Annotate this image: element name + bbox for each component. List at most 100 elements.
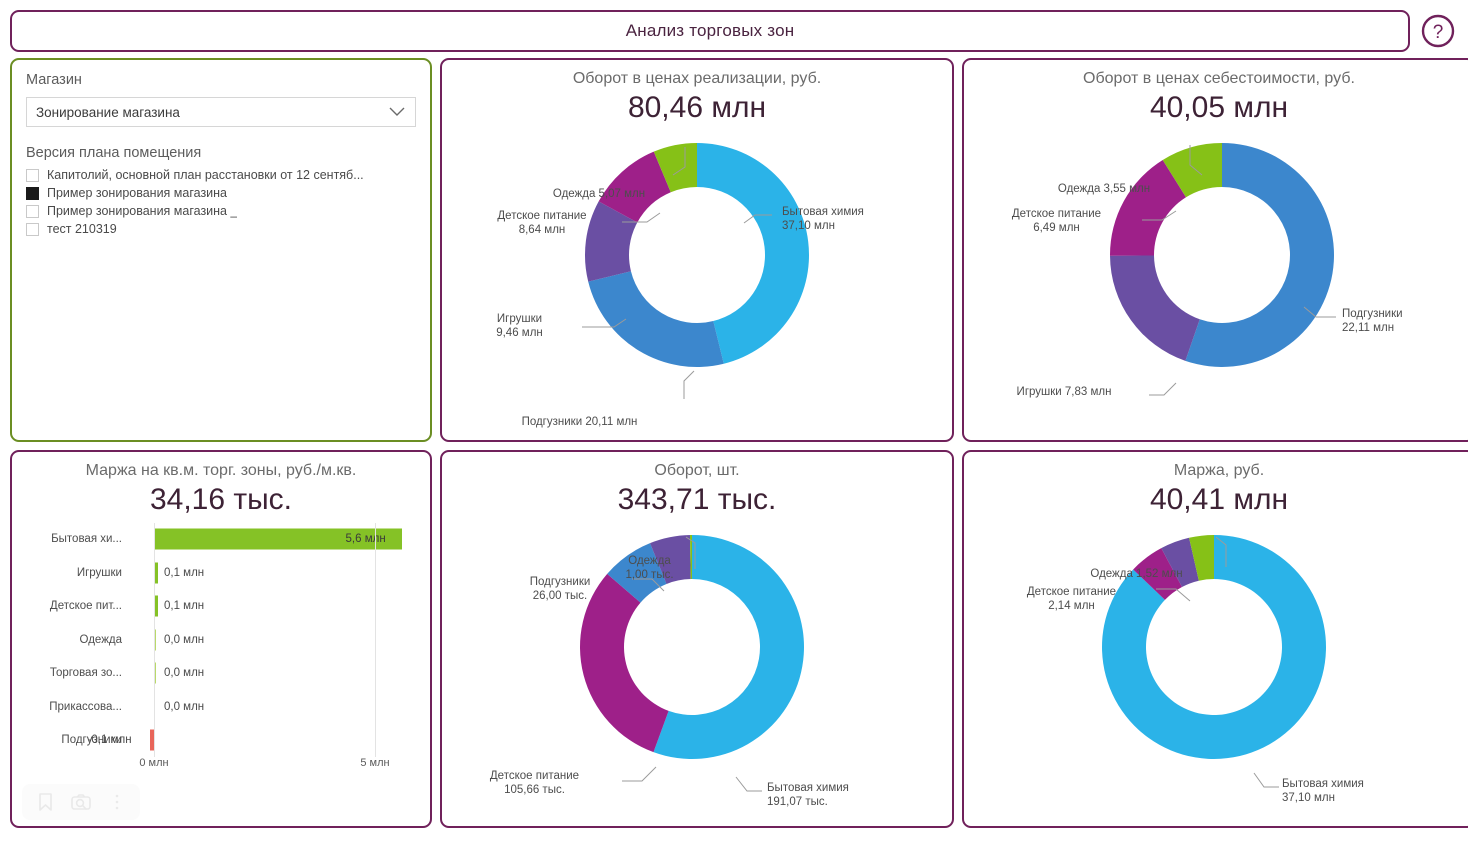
donut-slice-Детское питание[interactable] — [1133, 547, 1182, 600]
donut-slice-Игрушки[interactable] — [1110, 255, 1200, 361]
card-title-2: Маржа на кв.м. торг. зоны, руб./м.кв. — [85, 462, 357, 479]
bar-row[interactable]: Торговая зо... 0,0 млн — [20, 657, 416, 691]
checkbox-3[interactable] — [26, 222, 39, 236]
checkbox-2[interactable] — [26, 204, 39, 218]
bar-track: -0,1 млн — [88, 724, 416, 758]
bar-value-label: 0,0 млн — [164, 667, 205, 680]
card-value-2: 34,16 тыс. — [149, 483, 293, 517]
donut-slice-Игрушки[interactable] — [1161, 537, 1199, 587]
donut-slice-Детское питание[interactable] — [598, 151, 671, 223]
bar-fill[interactable] — [154, 595, 159, 617]
card-margin-per-sqm[interactable]: Маржа на кв.м. торг. зоны, руб./м.кв. 34… — [10, 450, 432, 828]
bar-value-label: -0,1 млн — [87, 734, 132, 747]
plan-version-item-2[interactable]: Пример зонирования магазина _ — [26, 204, 416, 218]
bar-track: 0,1 млн — [132, 590, 416, 624]
bar-track: 5,6 млн — [132, 523, 416, 557]
card-turnover-sales-price[interactable]: Оборот в ценах реализации, руб. 80,46 мл… — [440, 58, 954, 442]
focus-mode-icon[interactable] — [64, 788, 98, 816]
plan-version-item-0[interactable]: Капитолий, основной план расстановки от … — [26, 168, 416, 182]
bar-row[interactable]: Детское пит... 0,1 млн — [20, 590, 416, 624]
bar-track: 0,0 млн — [132, 690, 416, 724]
plan-version-label-2: Пример зонирования магазина _ — [47, 204, 238, 218]
bar-fill[interactable] — [154, 629, 157, 651]
bar-row[interactable]: Одежда 0,0 млн — [20, 623, 416, 657]
donut-label-0-1: Подгузники 20,11 млн — [521, 415, 638, 428]
checkbox-1[interactable] — [26, 186, 39, 200]
donut-slice-Одежда[interactable] — [1162, 142, 1222, 197]
checkbox-0[interactable] — [26, 168, 39, 182]
donut-chart-1[interactable]: Одежда 3,55 млн Детское питание 6,49 млн… — [964, 127, 1468, 440]
donut-slice-Подгузники[interactable] — [588, 270, 724, 367]
leader-line — [622, 766, 657, 782]
bookmark-icon[interactable] — [28, 788, 62, 816]
bar-row[interactable]: Игрушки 0,1 млн — [20, 556, 416, 590]
donut-slice-Одежда[interactable] — [653, 142, 697, 192]
donut-label-1-0: Подгузники 22,11 млн — [1342, 307, 1403, 335]
bar-row[interactable]: Подгузники -0,1 млн — [20, 724, 416, 758]
bar-row[interactable]: Бытовая хи... 5,6 млн — [20, 523, 416, 557]
store-filter-label: Магазин — [26, 72, 82, 88]
leader-line — [735, 776, 762, 792]
donut-slice-Одежда[interactable] — [1189, 534, 1214, 581]
bar-value-label: 0,1 млн — [164, 600, 205, 613]
donut-slice-Игрушки[interactable] — [650, 534, 691, 584]
donut-label-0-3: Детское питание 8,64 млн — [497, 209, 587, 237]
plan-version-item-3[interactable]: тест 210319 — [26, 222, 416, 236]
leader-line — [1149, 382, 1177, 396]
more-options-icon[interactable] — [100, 788, 134, 816]
donut-svg-4 — [1102, 534, 1326, 788]
donut-chart-0[interactable]: Одежда 5,07 млн Детское питание 8,64 млн… — [442, 127, 952, 440]
leader-line — [1156, 588, 1191, 602]
donut-chart-3[interactable]: Одежда 1,00 тыс. Подгузники 26,00 тыс. Д… — [442, 519, 952, 826]
donut-label-4-3: Одежда 1,52 млн — [1090, 567, 1183, 580]
plan-version-item-1[interactable]: Пример зонирования магазина — [26, 186, 416, 200]
store-dropdown[interactable]: Зонирование магазина — [26, 97, 416, 127]
donut-label-4-1: Детское питание 2,14 млн — [1026, 585, 1117, 613]
bar-fill[interactable] — [149, 729, 154, 751]
card-turnover-cost-price[interactable]: Оборот в ценах себестоимости, руб. 40,05… — [962, 58, 1468, 442]
donut-chart-4[interactable]: Одежда 1,52 млн Детское питание 2,14 млн… — [964, 519, 1468, 826]
donut-label-3-0: Бытовая химия 191,07 тыс. — [767, 781, 849, 809]
donut-label-1-2: Детское питание 6,49 млн — [1011, 207, 1102, 235]
bar-track: 0,0 млн — [132, 657, 416, 691]
donut-slice-Детское питание[interactable] — [580, 573, 669, 752]
donut-svg-0 — [582, 142, 809, 399]
donut-slice-Бытовая химия[interactable] — [697, 142, 809, 364]
leader-line — [1215, 536, 1227, 567]
donut-label-3-2: Подгузники 26,00 тыс. — [529, 575, 591, 603]
axis-tick-0: 0 млн — [139, 757, 169, 770]
bar-row[interactable]: Прикассова... 0,0 млн — [20, 690, 416, 724]
bar-category-label: Одежда — [79, 633, 122, 646]
donut-slice-Подгузники[interactable] — [607, 542, 667, 603]
donut-label-0-2: Игрушки 9,46 млн — [496, 312, 543, 340]
donut-slice-Подгузники[interactable] — [1185, 142, 1334, 367]
plan-version-label-0: Капитолий, основной план расстановки от … — [47, 168, 364, 182]
page-title: Анализ торговых зон — [625, 21, 795, 40]
bar-fill[interactable] — [154, 562, 159, 584]
header: Анализ торговых зон ? — [10, 8, 1458, 54]
card-margin-rub[interactable]: Маржа, руб. 40,41 млн Одежда 1,52 млн Де… — [962, 450, 1468, 828]
bar-track: 0,1 млн — [132, 556, 416, 590]
donut-slice-Одежда[interactable] — [689, 534, 692, 579]
leader-line — [743, 214, 772, 224]
bar-chart-2[interactable]: Бытовая хи... 5,6 млн Игрушки 0,1 млн Детско… — [12, 522, 430, 780]
leader-line — [683, 370, 695, 399]
card-turnover-units[interactable]: Оборот, шт. 343,71 тыс. Одежда 1,00 тыс.… — [440, 450, 954, 828]
donut-slice-Бытовая химия[interactable] — [653, 534, 804, 759]
donut-label-0-0: Бытовая химия 37,10 млн — [782, 205, 864, 233]
card-value-3: 343,71 тыс. — [617, 483, 777, 517]
bar-fill[interactable] — [154, 662, 157, 684]
question-circle-icon[interactable]: ? — [1418, 11, 1458, 51]
leader-line — [672, 146, 686, 176]
donut-label-4-0: Бытовая химия 37,10 млн — [1282, 777, 1364, 805]
donut-slice-Детское питание[interactable] — [1110, 159, 1186, 256]
donut-slice-Игрушки[interactable] — [585, 201, 638, 282]
bar-value-label: 5,6 млн — [345, 533, 386, 546]
donut-slice-Бытовая химия[interactable] — [1102, 534, 1326, 759]
leader-line — [1189, 144, 1203, 176]
bar-value-label: 0,0 млн — [164, 700, 205, 713]
bar-fill[interactable] — [154, 528, 402, 550]
donut-svg-3 — [580, 534, 804, 792]
gridline-0 — [154, 522, 155, 758]
plan-version-list: Капитолий, основной план расстановки от … — [26, 168, 416, 236]
